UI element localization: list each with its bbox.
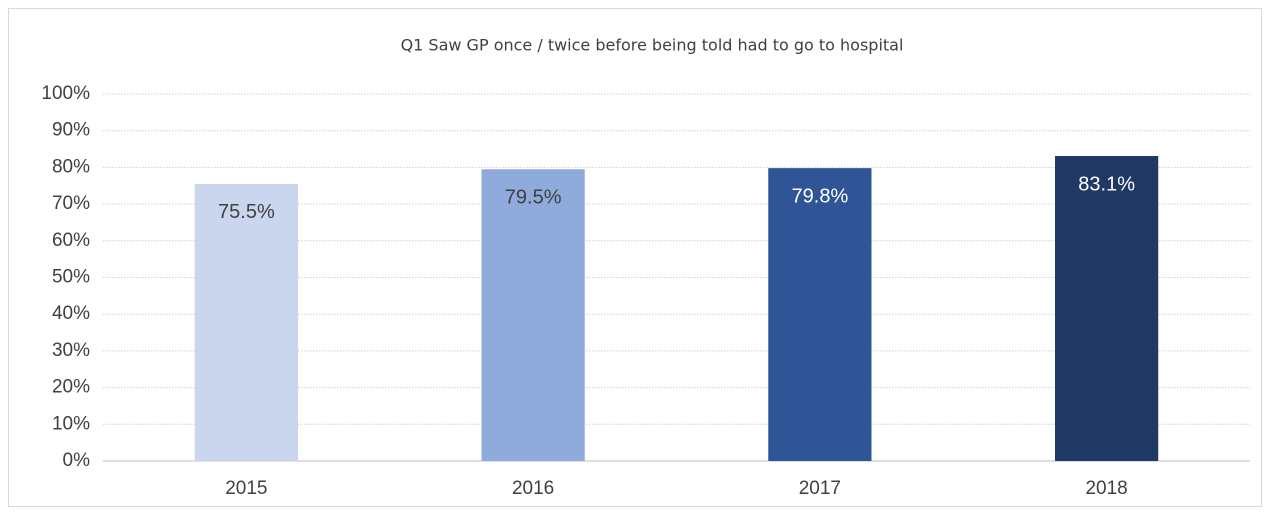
value-label: 75.5% [218, 201, 275, 223]
chart-title: Q1 Saw GP once / twice before being told… [401, 36, 904, 55]
y-tick-label: 50% [52, 267, 90, 288]
bar [1055, 156, 1159, 461]
bar [768, 168, 872, 461]
y-tick-label: 20% [52, 377, 90, 398]
y-tick-label: 40% [52, 303, 90, 324]
x-tick-label: 2015 [225, 478, 267, 499]
y-tick-label: 90% [52, 120, 90, 141]
y-tick-label: 80% [52, 156, 90, 177]
x-tick-label: 2018 [1085, 478, 1127, 499]
y-tick-label: 70% [52, 193, 90, 214]
y-tick-label: 10% [52, 413, 90, 434]
value-label: 83.1% [1078, 173, 1135, 195]
y-tick-label: 100% [41, 83, 90, 104]
value-label: 79.8% [792, 185, 849, 207]
x-tick-label: 2016 [512, 478, 554, 499]
bar [194, 183, 298, 462]
y-tick-label: 60% [52, 230, 90, 251]
bar [481, 169, 585, 462]
y-tick-label: 0% [63, 450, 91, 471]
x-tick-label: 2017 [799, 478, 841, 499]
y-tick-label: 30% [52, 340, 90, 361]
value-label: 79.5% [505, 187, 562, 209]
